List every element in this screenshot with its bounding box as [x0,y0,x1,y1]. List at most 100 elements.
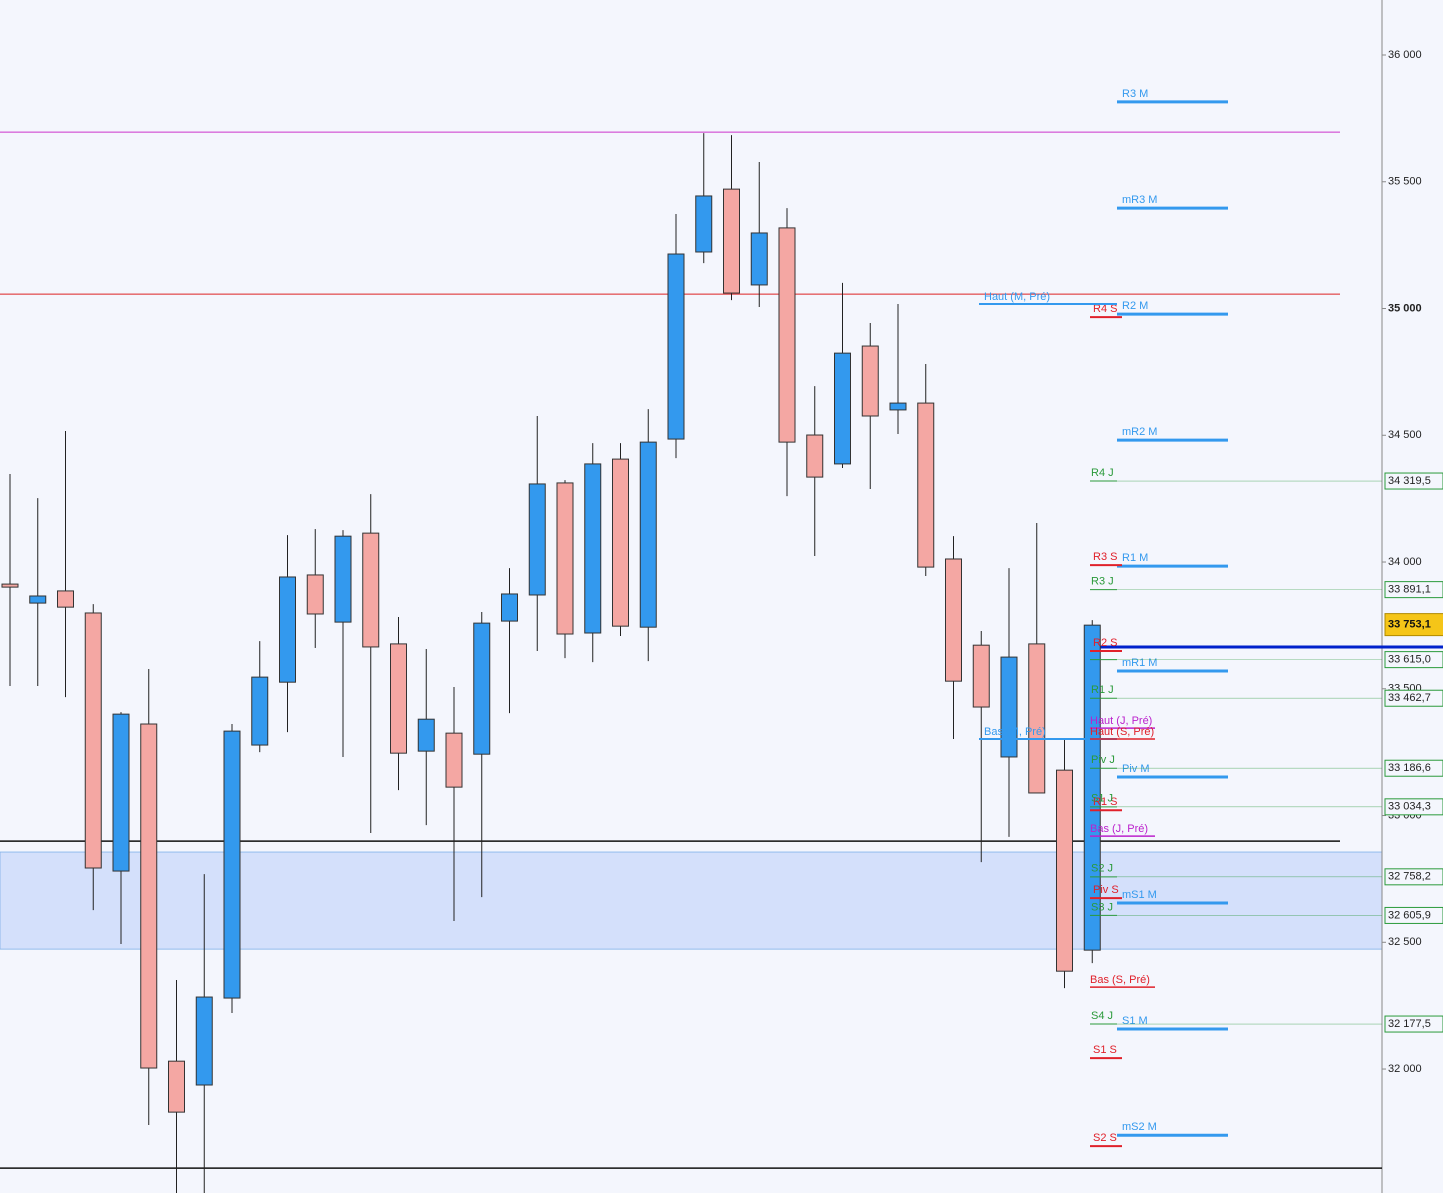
price-box [1384,798,1443,816]
pivot-label: S2 S [1093,1132,1117,1144]
candle-body [834,352,851,465]
zone-band [0,851,1383,950]
pivot-label: R3 M [1122,88,1148,100]
candle-body [168,1060,185,1113]
y-tick-label: 34 000 [1388,556,1422,568]
last-price-label: 33 753,1 [1388,619,1431,631]
price-label: 33 462,7 [1388,692,1431,704]
candle-body [306,574,324,615]
candle-body [723,188,740,294]
y-tick-label: 32 000 [1388,1063,1422,1075]
candle-body [279,576,296,683]
candle-body [334,535,352,623]
candle-body [1056,769,1073,972]
candle-body [750,232,768,286]
prev-level-label: Bas (M, Pré) [984,726,1046,738]
candle-body [1083,624,1101,951]
pivot-label: mR3 M [1122,194,1157,206]
pivot-label: R3 J [1091,576,1114,588]
candle-body [1000,656,1018,758]
candle-body [612,458,629,627]
price-label: 32 758,2 [1388,871,1431,883]
candle-body [667,253,685,440]
price-label: 33 891,1 [1388,584,1431,596]
candle-body [362,532,380,648]
pivot-label: R1 M [1122,552,1148,564]
price-label: 32 177,5 [1388,1018,1431,1030]
price-label: 33 615,0 [1388,654,1431,666]
prev-level-label: Haut (S, Pré) [1090,726,1154,738]
price-label: 34 319,5 [1388,475,1431,487]
price-label: 32 605,9 [1388,909,1431,921]
candle-body [528,483,546,596]
candle-body [195,996,213,1086]
price-box [1384,868,1443,886]
pivot-label: Piv M [1122,763,1150,775]
pivot-label: mR2 M [1122,426,1157,438]
candle-body [84,612,102,869]
candle-body [695,195,713,253]
pivot-label: S2 J [1091,863,1113,875]
last-price-box [1384,613,1443,637]
price-box [1384,651,1443,669]
pivot-label: R2 M [1122,300,1148,312]
pivot-label: S4 J [1091,1010,1113,1022]
prev-level-label: Haut (J, Pré) [1090,715,1152,727]
prev-level-label: Haut (M, Pré) [984,291,1050,303]
candle-body [57,590,74,608]
pivot-label: S1 S [1093,1044,1117,1056]
pivot-label: mS2 M [1122,1121,1157,1133]
candle-body [390,643,407,754]
y-tick-label: 36 000 [1388,49,1422,61]
y-tick-label: 34 500 [1388,429,1422,441]
candle-body [417,718,435,752]
pivot-label: R4 S [1093,303,1117,315]
pivot-label: R4 J [1091,467,1114,479]
candle-body [584,463,602,634]
candle-body [556,482,574,635]
y-tick-label: 32 500 [1388,936,1422,948]
pivot-label: mS1 M [1122,889,1157,901]
candle-body [778,227,796,443]
candle-body [223,730,241,999]
pivot-label: Piv J [1091,754,1115,766]
price-box [1384,759,1443,777]
price-label: 33 034,3 [1388,801,1431,813]
price-box [1384,472,1443,490]
candle-body [889,402,907,411]
candle-body [112,713,130,872]
pivot-label: S1 J [1091,793,1113,805]
candle-body [473,622,491,755]
pivot-label: S3 J [1091,901,1113,913]
candle-body [972,644,990,708]
candle-body [501,593,518,622]
prev-level-label: Bas (J, Pré) [1090,823,1148,835]
price-box [1384,906,1443,924]
candle-body [445,732,463,788]
candle-body [806,434,824,478]
price-box [1384,689,1443,707]
candle-body [1028,643,1046,794]
pivot-label: Piv S [1093,884,1119,896]
pivot-label: S1 M [1122,1015,1148,1027]
price-label: 33 186,6 [1388,762,1431,774]
candle-body [945,558,962,682]
candle-body [251,676,269,746]
candle-body [1,583,19,588]
y-tick-label: 35 000 [1388,302,1422,314]
pivot-label: R1 J [1091,684,1114,696]
pivot-label: R2 S [1093,637,1117,649]
pivot-label: R1 S [1093,796,1117,808]
candle-body [639,441,657,628]
candle-body [917,402,935,568]
candle-body [29,595,47,604]
price-box [1384,581,1443,599]
pivot-label: R3 S [1093,551,1117,563]
candle-body [140,723,158,1069]
price-box [1384,1015,1443,1033]
candle-body [861,345,879,417]
prev-level-label: Bas (S, Pré) [1090,974,1150,986]
